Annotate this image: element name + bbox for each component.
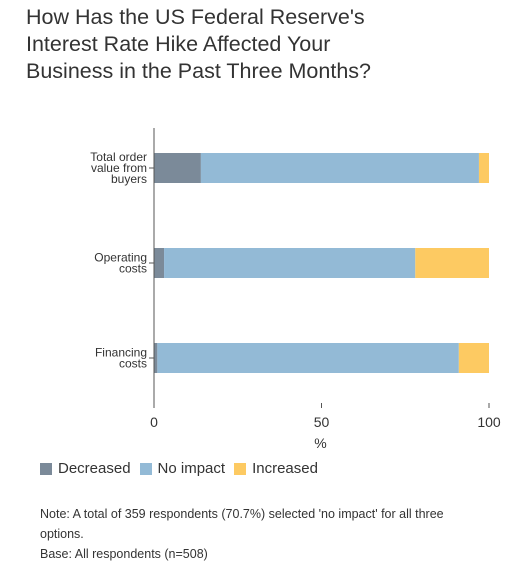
x-tick-label-0: 0 — [150, 414, 158, 430]
legend-item-no-impact: No impact — [139, 460, 226, 477]
category-label-3-line-2: costs — [119, 357, 147, 371]
bar-increased-1 — [478, 153, 489, 183]
bar-no-impact-1 — [200, 153, 479, 183]
chart-title: How Has the US Federal Reserve's Interes… — [26, 4, 496, 85]
category-label-1-line-3: buyers — [111, 172, 147, 186]
legend-swatch-no-impact — [139, 462, 152, 475]
chart-legend: Decreased No impact Increased — [40, 460, 327, 477]
bar-decreased-1 — [154, 153, 201, 183]
chart-title-line-1: How Has the US Federal Reserve's — [26, 5, 365, 29]
legend-item-decreased: Decreased — [40, 460, 131, 477]
legend-label-decreased: Decreased — [58, 460, 131, 477]
x-tick-label-50: 50 — [314, 414, 330, 430]
bar-decreased-3 — [154, 343, 158, 373]
chart-title-line-2: Interest Rate Hike Affected Your — [26, 32, 331, 56]
bar-increased-3 — [458, 343, 489, 373]
legend-label-no-impact: No impact — [157, 460, 226, 477]
bar-decreased-2 — [154, 248, 165, 278]
note-text: Note: A total of 359 respondents (70.7%)… — [40, 507, 444, 541]
category-label-1-line-1: Total order — [90, 150, 147, 164]
legend-label-increased: Increased — [252, 460, 318, 477]
bar-no-impact-3 — [157, 343, 459, 373]
legend-swatch-increased — [234, 462, 247, 475]
bar-increased-2 — [415, 248, 489, 278]
legend-swatch-decreased — [40, 462, 52, 475]
legend-item-increased: Increased — [234, 460, 318, 477]
category-label-1-line-2: value from — [91, 161, 147, 175]
x-axis-label: % — [314, 435, 326, 451]
chart-title-line-3: Business in the Past Three Months? — [26, 59, 371, 83]
category-label-2-line-2: costs — [119, 262, 147, 276]
bar-no-impact-2 — [164, 248, 416, 278]
category-label-3-line-1: Financing — [95, 346, 147, 360]
x-tick-label-100: 100 — [477, 414, 501, 430]
base-text: Base: All respondents (n=508) — [40, 547, 208, 561]
chart-note: Note: A total of 359 respondents (70.7%)… — [40, 504, 480, 564]
category-label-2-line-1: Operating — [94, 251, 147, 265]
